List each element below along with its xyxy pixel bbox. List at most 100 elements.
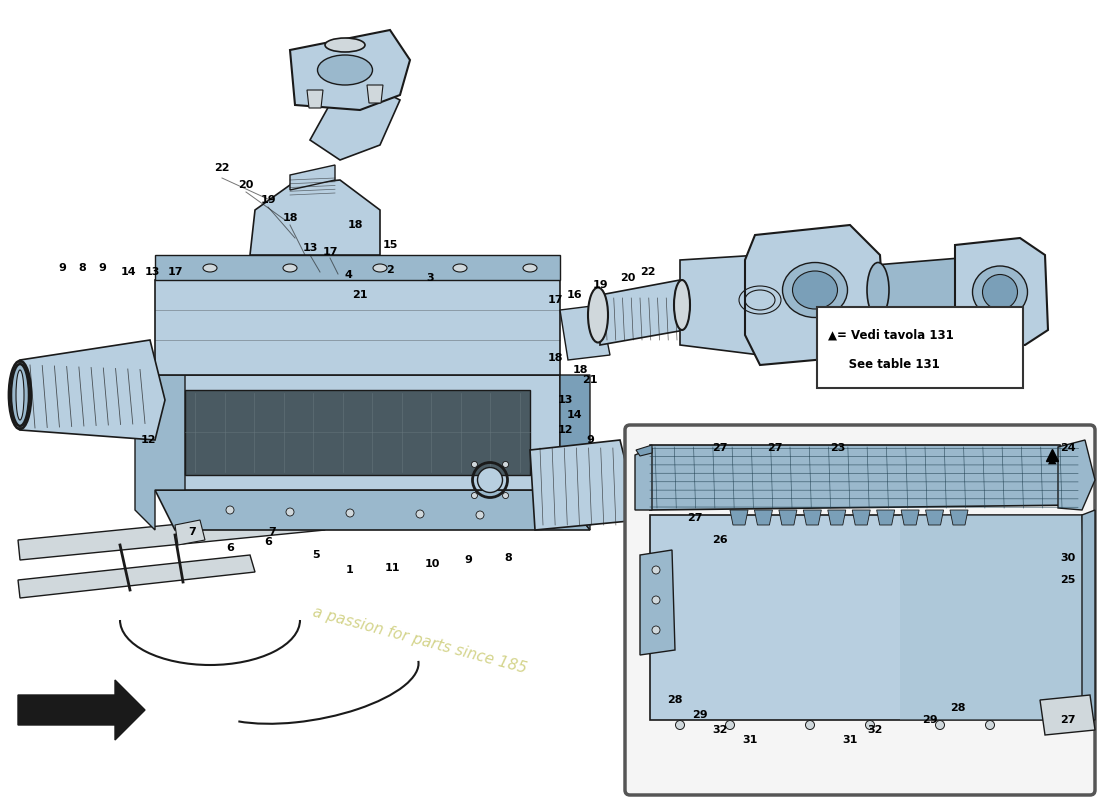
Text: 22: 22	[214, 163, 230, 173]
Text: 9: 9	[464, 555, 472, 565]
Ellipse shape	[472, 462, 477, 467]
Polygon shape	[20, 340, 165, 440]
Polygon shape	[650, 445, 1080, 510]
Ellipse shape	[204, 264, 217, 272]
Ellipse shape	[522, 264, 537, 272]
Ellipse shape	[588, 287, 608, 342]
Polygon shape	[185, 390, 530, 475]
Text: 15: 15	[383, 240, 398, 250]
Text: 6: 6	[227, 543, 234, 553]
Text: 11: 11	[384, 563, 399, 573]
Polygon shape	[155, 280, 560, 375]
Ellipse shape	[792, 271, 837, 309]
Ellipse shape	[416, 510, 424, 518]
Text: ▲= Vedi tavola 131: ▲= Vedi tavola 131	[828, 329, 954, 342]
Text: 9: 9	[58, 263, 66, 273]
Polygon shape	[600, 280, 685, 345]
Text: 9: 9	[586, 435, 594, 445]
Polygon shape	[560, 305, 610, 360]
Polygon shape	[290, 30, 410, 110]
Text: 3: 3	[426, 273, 433, 283]
Polygon shape	[1040, 695, 1094, 735]
Text: 19: 19	[592, 280, 608, 290]
Ellipse shape	[986, 721, 994, 730]
Polygon shape	[955, 238, 1048, 345]
Polygon shape	[901, 510, 920, 525]
Text: 1: 1	[346, 565, 354, 575]
Ellipse shape	[373, 264, 387, 272]
Ellipse shape	[503, 462, 508, 467]
Polygon shape	[1058, 440, 1094, 510]
Ellipse shape	[632, 455, 642, 510]
Text: 27: 27	[1060, 715, 1076, 725]
Ellipse shape	[472, 493, 477, 498]
Text: 26: 26	[712, 535, 728, 545]
Polygon shape	[530, 440, 640, 530]
Text: 21: 21	[352, 290, 367, 300]
Ellipse shape	[226, 506, 234, 514]
Polygon shape	[640, 550, 675, 655]
Polygon shape	[18, 680, 145, 740]
Text: 20: 20	[620, 273, 636, 283]
Ellipse shape	[982, 274, 1018, 310]
Text: 5: 5	[312, 550, 320, 560]
Text: 12: 12	[141, 435, 156, 445]
Ellipse shape	[476, 511, 484, 519]
Ellipse shape	[324, 38, 365, 52]
Polygon shape	[307, 90, 323, 108]
Text: 19: 19	[261, 195, 276, 205]
Text: a passion for parts since 185: a passion for parts since 185	[311, 604, 529, 676]
Ellipse shape	[726, 721, 735, 730]
Text: 23: 23	[830, 443, 846, 453]
Text: 7: 7	[268, 527, 276, 537]
Polygon shape	[560, 375, 590, 530]
Text: See table 131: See table 131	[828, 358, 939, 371]
Ellipse shape	[16, 370, 24, 420]
Polygon shape	[250, 180, 380, 255]
Polygon shape	[175, 520, 205, 545]
Text: 24: 24	[1060, 443, 1076, 453]
Polygon shape	[779, 510, 796, 525]
Text: 7: 7	[188, 527, 196, 537]
Text: 17: 17	[322, 247, 338, 257]
Polygon shape	[636, 445, 652, 456]
Ellipse shape	[503, 493, 508, 498]
Text: 10: 10	[425, 559, 440, 569]
Ellipse shape	[652, 596, 660, 604]
Text: 30: 30	[1060, 553, 1076, 563]
Text: 20: 20	[239, 180, 254, 190]
Text: 2: 2	[386, 265, 394, 275]
Ellipse shape	[935, 721, 945, 730]
Ellipse shape	[674, 280, 690, 330]
Ellipse shape	[867, 262, 889, 318]
FancyBboxPatch shape	[625, 425, 1094, 795]
Polygon shape	[680, 255, 780, 355]
Polygon shape	[874, 258, 975, 335]
Polygon shape	[135, 375, 185, 530]
Text: 29: 29	[922, 715, 938, 725]
Polygon shape	[803, 510, 822, 525]
Text: 28: 28	[950, 703, 966, 713]
Text: 12: 12	[558, 425, 573, 435]
Text: 8: 8	[504, 553, 512, 563]
Ellipse shape	[283, 264, 297, 272]
Ellipse shape	[286, 508, 294, 516]
Polygon shape	[650, 515, 1090, 720]
Text: 21: 21	[582, 375, 597, 385]
Polygon shape	[155, 255, 560, 280]
Text: 13: 13	[558, 395, 573, 405]
Text: 31: 31	[742, 735, 758, 745]
Text: 32: 32	[713, 725, 728, 735]
Text: 18: 18	[283, 213, 298, 223]
Text: 32: 32	[867, 725, 882, 735]
Polygon shape	[852, 510, 870, 525]
Text: 18: 18	[548, 353, 563, 363]
Polygon shape	[950, 510, 968, 525]
Text: 14: 14	[120, 267, 135, 277]
Ellipse shape	[346, 509, 354, 517]
Text: 13: 13	[302, 243, 318, 253]
Text: 8: 8	[78, 263, 86, 273]
Text: 18: 18	[572, 365, 587, 375]
Polygon shape	[290, 165, 336, 190]
Ellipse shape	[782, 262, 847, 318]
